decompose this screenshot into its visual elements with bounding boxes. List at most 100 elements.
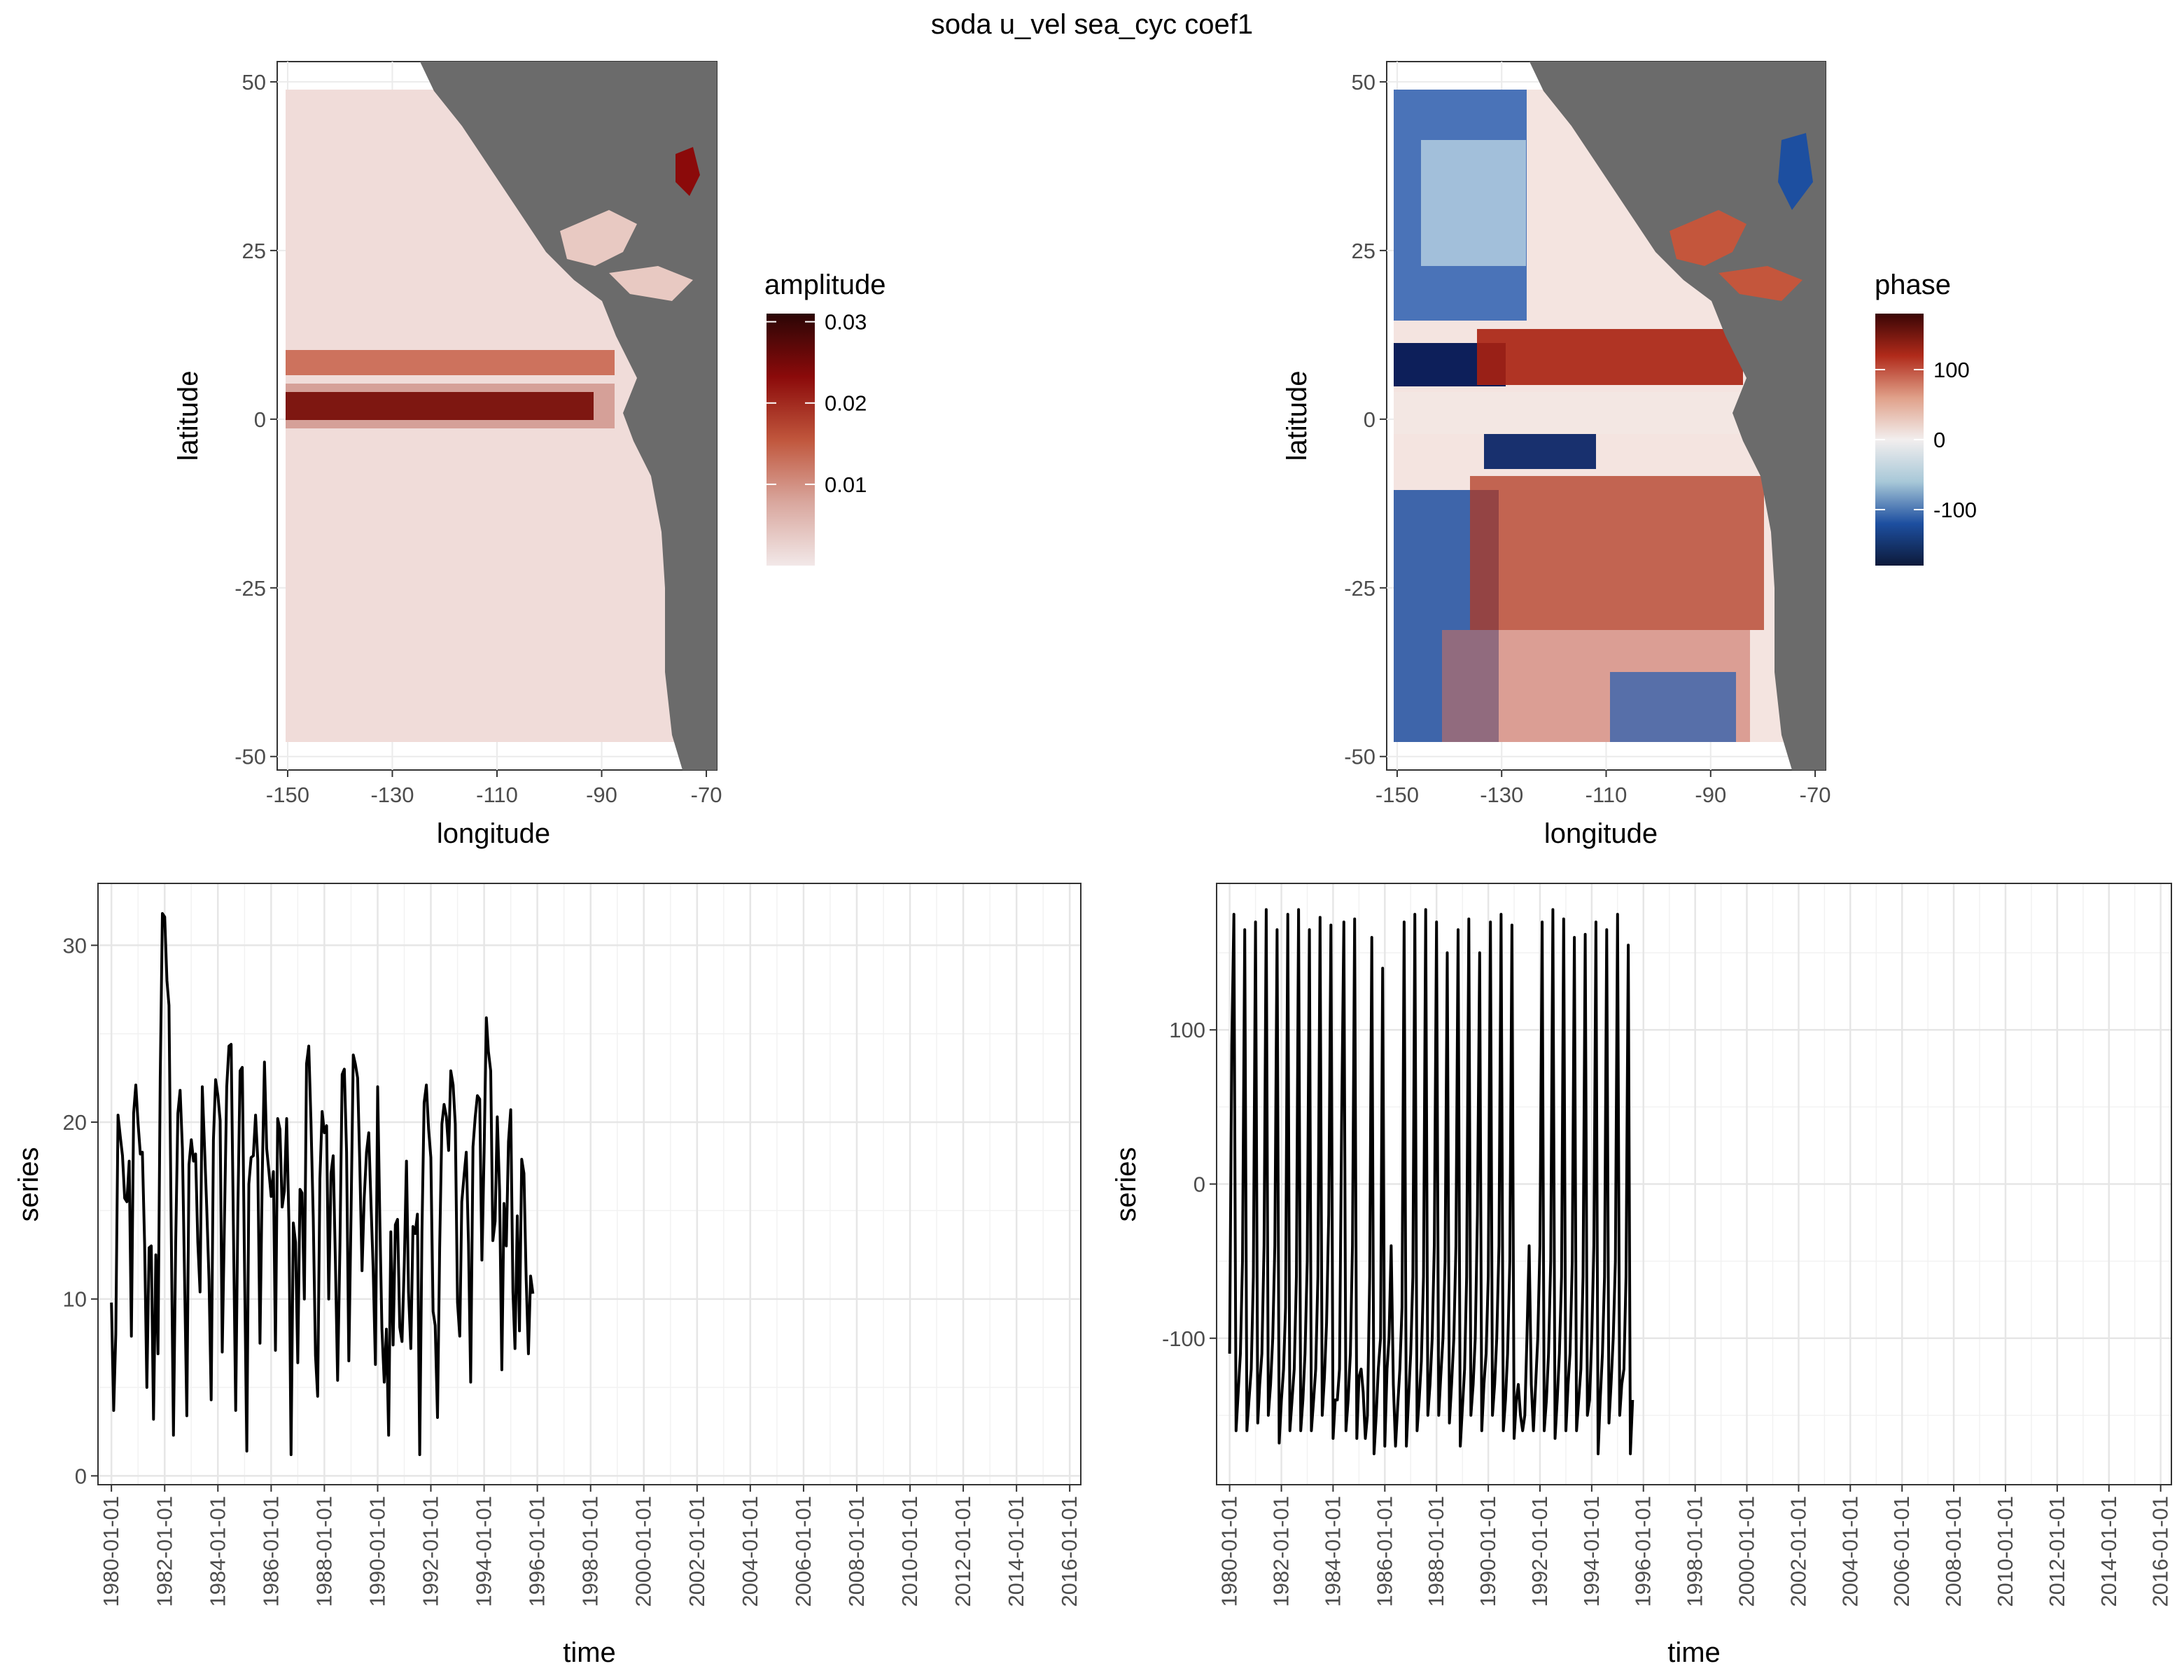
series-tick-label-x: 1990-01-01 [1476, 1496, 1500, 1607]
amplitude-coast-hotspot [676, 147, 700, 196]
series-tick-label-x: 2008-01-01 [1941, 1496, 1966, 1607]
amplitude-map-axes: -150 -130 -110 -90 -70 -50 -25 0 25 50 [234, 70, 722, 807]
amplitude-legend-ticks: 0.01 0.02 0.03 [766, 310, 867, 497]
series-tick-label-x: 1992-01-01 [418, 1496, 442, 1607]
series-tick-label-x: 2004-01-01 [1837, 1496, 1862, 1607]
amplitude-gulf-cutout [560, 210, 693, 301]
amplitude-series-x-title: time [563, 1637, 616, 1668]
amplitude-band-equator [286, 392, 594, 420]
series-tick-label-x: 1988-01-01 [1424, 1496, 1448, 1607]
map-tick-label-x: -110 [1586, 783, 1628, 807]
series-tick-label-x: 1990-01-01 [365, 1496, 389, 1607]
map-tick-label-x: -70 [1800, 783, 1831, 807]
series-tick-label-x: 2002-01-01 [1786, 1496, 1810, 1607]
phase-band-south-blue [1484, 434, 1596, 469]
series-tick-label-x: 1982-01-01 [1269, 1496, 1294, 1607]
phase-coast-patch [1778, 133, 1813, 210]
map-tick-label-y: 25 [1352, 239, 1376, 263]
phase-series-line [1228, 908, 1634, 1455]
legend-tick-label: 0.01 [825, 472, 867, 497]
series-tick-label-x: 1996-01-01 [525, 1496, 550, 1607]
series-tick-label-x: 2006-01-01 [791, 1496, 816, 1607]
series-tick-label-x: 2014-01-01 [2096, 1496, 2121, 1607]
legend-tick-label: 0.02 [825, 391, 867, 416]
amplitude-series-frame [97, 883, 1082, 1485]
map-tick-label-y: -25 [1344, 576, 1376, 601]
phase-legend-title: phase [1875, 270, 1951, 300]
series-tick-label-x: 2006-01-01 [1889, 1496, 1914, 1607]
amplitude-series-axes: 1980-01-01 1982-01-01 1984-01-01 1986-01-01… [63, 933, 1082, 1606]
phase-map-field [1394, 62, 1826, 770]
series-tick-label-x: 1986-01-01 [258, 1496, 283, 1607]
phase-patch-south-blue-east [1610, 672, 1736, 742]
map-tick-label-y: 25 [242, 239, 266, 263]
series-tick-label-x: 2010-01-01 [897, 1496, 922, 1607]
series-tick-label-x: 2014-01-01 [1004, 1496, 1028, 1607]
amplitude-map-x-title: longitude [437, 818, 550, 849]
map-tick-label-y: 50 [1352, 70, 1376, 94]
series-tick-label-y: 20 [63, 1110, 87, 1135]
series-tick-label-x: 1994-01-01 [472, 1496, 496, 1607]
series-tick-label-x: 1994-01-01 [1579, 1496, 1604, 1607]
series-tick-label-x: 1980-01-01 [99, 1496, 123, 1607]
series-tick-label-x: 2016-01-01 [1057, 1496, 1082, 1607]
series-tick-label-y: 30 [63, 933, 87, 958]
map-tick-label-x: -90 [1695, 783, 1726, 807]
series-tick-label-y: 0 [75, 1464, 87, 1488]
series-tick-label-x: 2000-01-01 [1735, 1496, 1759, 1607]
series-tick-label-x: 1986-01-01 [1372, 1496, 1396, 1607]
series-tick-label-x: 1996-01-01 [1631, 1496, 1656, 1607]
map-tick-label-x: -110 [476, 783, 518, 807]
amplitude-map-field [286, 62, 717, 770]
series-tick-label-x: 2010-01-01 [1993, 1496, 2017, 1607]
map-tick-label-x: -130 [1480, 783, 1523, 807]
amplitude-legend-bar [766, 314, 815, 566]
map-tick-label-x: -90 [586, 783, 617, 807]
legend-tick-label: -100 [1933, 498, 1977, 522]
amplitude-land-americas [420, 62, 717, 770]
phase-series-y-title: series [1111, 1147, 1142, 1222]
series-tick-label-x: 2004-01-01 [738, 1496, 762, 1607]
series-tick-label-x: 1998-01-01 [1683, 1496, 1707, 1607]
phase-map-axes: -150 -130 -110 -90 -70 -50 -25 0 25 50 [1344, 70, 1830, 807]
map-tick-label-y: -50 [1344, 745, 1376, 769]
series-tick-label-x: 1982-01-01 [152, 1496, 176, 1607]
phase-patch-north-light [1421, 140, 1526, 266]
amplitude-series-y-title: series [13, 1147, 44, 1222]
map-tick-label-x: -130 [370, 783, 414, 807]
legend-tick-label: 100 [1933, 358, 1970, 382]
series-tick-label-x: 1998-01-01 [578, 1496, 603, 1607]
series-tick-label-y: 100 [1169, 1018, 1205, 1042]
series-tick-label-x: 1988-01-01 [312, 1496, 336, 1607]
series-tick-label-x: 1984-01-01 [1320, 1496, 1345, 1607]
map-tick-label-y: 0 [254, 407, 266, 432]
amplitude-band-north [286, 350, 615, 375]
series-tick-label-y: -100 [1162, 1326, 1205, 1351]
legend-tick-label: 0.03 [825, 310, 867, 335]
series-tick-label-x: 2012-01-01 [951, 1496, 975, 1607]
phase-land-americas [1530, 62, 1826, 770]
map-tick-label-y: -25 [234, 576, 266, 601]
phase-map-y-title: latitude [1282, 371, 1312, 461]
phase-legend-ticks: -100 0 100 [1875, 358, 1977, 522]
map-tick-label-x: -150 [1376, 783, 1419, 807]
phase-map-x-title: longitude [1544, 818, 1658, 849]
legend-tick-label: 0 [1933, 428, 1945, 452]
map-tick-label-y: -50 [234, 745, 266, 769]
amplitude-series-line [110, 912, 535, 1457]
phase-band-red [1477, 329, 1743, 385]
amplitude-map-y-title: latitude [173, 371, 204, 461]
phase-series-axes: 1980-01-01 1982-01-01 1984-01-01 1986-01-01… [1162, 1018, 2173, 1606]
series-tick-label-x: 1992-01-01 [1527, 1496, 1552, 1607]
series-tick-label-x: 1980-01-01 [1217, 1496, 1242, 1607]
phase-series-x-title: time [1667, 1637, 1721, 1668]
amplitude-legend-title: amplitude [764, 270, 886, 300]
series-tick-label-x: 2002-01-01 [685, 1496, 709, 1607]
map-tick-label-y: 50 [242, 70, 266, 94]
series-tick-label-x: 2008-01-01 [844, 1496, 869, 1607]
map-tick-label-x: -70 [691, 783, 722, 807]
phase-band-equator-light [1394, 392, 1744, 434]
